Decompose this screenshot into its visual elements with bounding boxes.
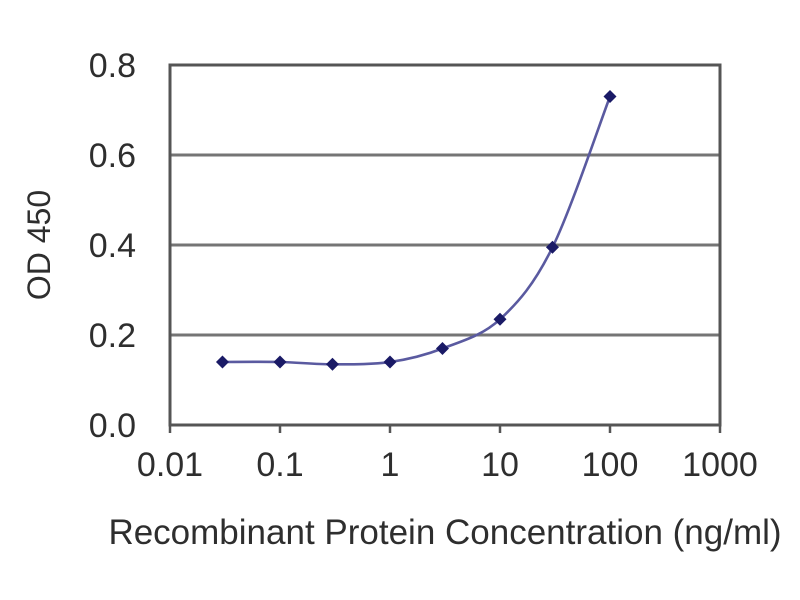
y-axis-title: OD 450 xyxy=(21,189,57,301)
data-point-marker xyxy=(273,355,287,369)
y-tick-label: 0.0 xyxy=(88,407,136,445)
y-tick-label: 0.6 xyxy=(88,137,136,175)
x-tick-label: 0.01 xyxy=(136,446,204,484)
data-point-marker xyxy=(493,312,507,326)
data-series-line xyxy=(222,96,612,366)
x-axis-title: Recombinant Protein Concentration (ng/ml… xyxy=(108,513,782,552)
data-point-marker xyxy=(603,90,617,103)
x-tick-label: 0.1 xyxy=(256,446,304,484)
y-tick-label: 0.2 xyxy=(88,317,136,355)
x-tick-label: 1000 xyxy=(682,446,758,484)
data-point-marker xyxy=(325,357,339,371)
x-tick-label: 10 xyxy=(481,446,519,484)
data-point-marker xyxy=(215,355,229,369)
x-tick-label: 1 xyxy=(380,446,400,484)
chart-frame xyxy=(168,63,722,427)
x-tick-label: 100 xyxy=(581,446,639,484)
y-tick-label: 0.4 xyxy=(88,227,136,265)
y-tick-label: 0.8 xyxy=(88,47,136,85)
data-point-marker xyxy=(435,342,449,355)
data-point-marker xyxy=(383,355,397,369)
data-point-marker xyxy=(545,240,559,254)
